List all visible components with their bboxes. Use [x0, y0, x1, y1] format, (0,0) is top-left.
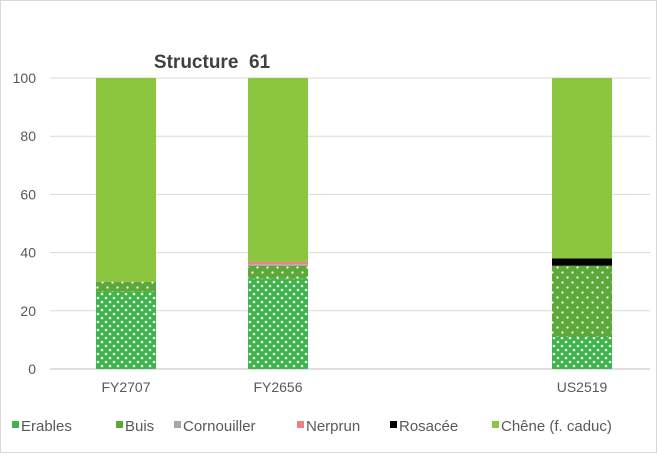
legend-label: Erables	[21, 418, 72, 435]
bar-segment-FY2656-3	[248, 261, 308, 265]
bar-segment-FY2656-1	[248, 265, 308, 279]
legend: Erables Buis Cornouiller Nerprun Rosacée Chên…	[12, 418, 612, 435]
bar-segment-US2519-1	[552, 265, 612, 337]
legend-swatch	[12, 421, 19, 428]
bar-segment-FY2656-5	[248, 78, 308, 262]
legend-label: Buis	[125, 418, 154, 435]
bar-segment-FY2656-2	[248, 264, 308, 266]
legend-label: Nerprun	[306, 418, 360, 435]
bar-segment-US2519-4	[552, 258, 612, 266]
legend-swatch	[390, 421, 397, 428]
y-tick-label: 100	[13, 70, 37, 86]
legend-swatch	[492, 421, 499, 428]
y-tick-label: 0	[28, 361, 36, 377]
x-tick-label: US2519	[557, 379, 608, 395]
bar-segment-US2519-0	[552, 336, 612, 369]
legend-label: Rosacée	[399, 418, 458, 435]
legend-swatch	[174, 421, 181, 428]
chart-title: Structure 61	[154, 52, 271, 73]
y-tick-label: 60	[20, 186, 36, 202]
bar-segment-FY2707-1	[96, 281, 156, 292]
legend-label: Cornouiller	[183, 418, 256, 435]
legend-swatch	[116, 421, 123, 428]
y-tick-label: 80	[20, 128, 36, 144]
bar-segment-US2519-5	[552, 78, 612, 259]
bar-segment-FY2707-0	[96, 291, 156, 369]
y-tick-label: 20	[20, 303, 36, 319]
x-tick-label: FY2707	[101, 379, 150, 395]
x-tick-label: FY2656	[253, 379, 302, 395]
bar-segment-FY2656-0	[248, 278, 308, 369]
legend-swatch	[297, 421, 304, 428]
bar-segment-FY2707-5	[96, 78, 156, 282]
legend-label: Chêne (f. caduc)	[501, 418, 612, 435]
y-tick-label: 40	[20, 245, 36, 261]
